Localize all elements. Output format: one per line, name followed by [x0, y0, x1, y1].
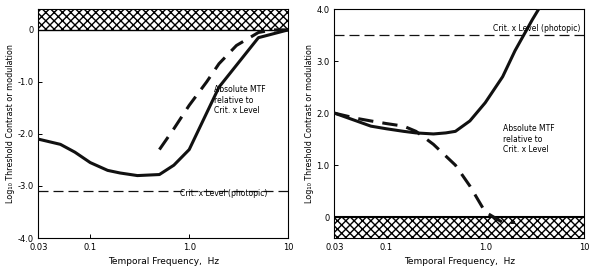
- Text: Absolute MTF
relative to
Crit. x Level: Absolute MTF relative to Crit. x Level: [503, 124, 554, 154]
- Text: Absolute MTF
relative to
Crit. x Level: Absolute MTF relative to Crit. x Level: [214, 85, 266, 115]
- Y-axis label: Log₁₀ Threshold Contrast or modulation: Log₁₀ Threshold Contrast or modulation: [5, 44, 14, 203]
- Bar: [38, 9, 288, 30]
- X-axis label: Temporal Frequency,  Hz: Temporal Frequency, Hz: [108, 257, 219, 267]
- Bar: [334, 217, 584, 238]
- X-axis label: Temporal Frequency,  Hz: Temporal Frequency, Hz: [404, 257, 515, 267]
- Text: Crit. x Level (photopic): Crit. x Level (photopic): [179, 189, 267, 198]
- Text: Crit. x Level (photopic): Crit. x Level (photopic): [493, 24, 580, 33]
- Y-axis label: Log₁₀ Threshold Contrast or modulation: Log₁₀ Threshold Contrast or modulation: [305, 44, 314, 203]
